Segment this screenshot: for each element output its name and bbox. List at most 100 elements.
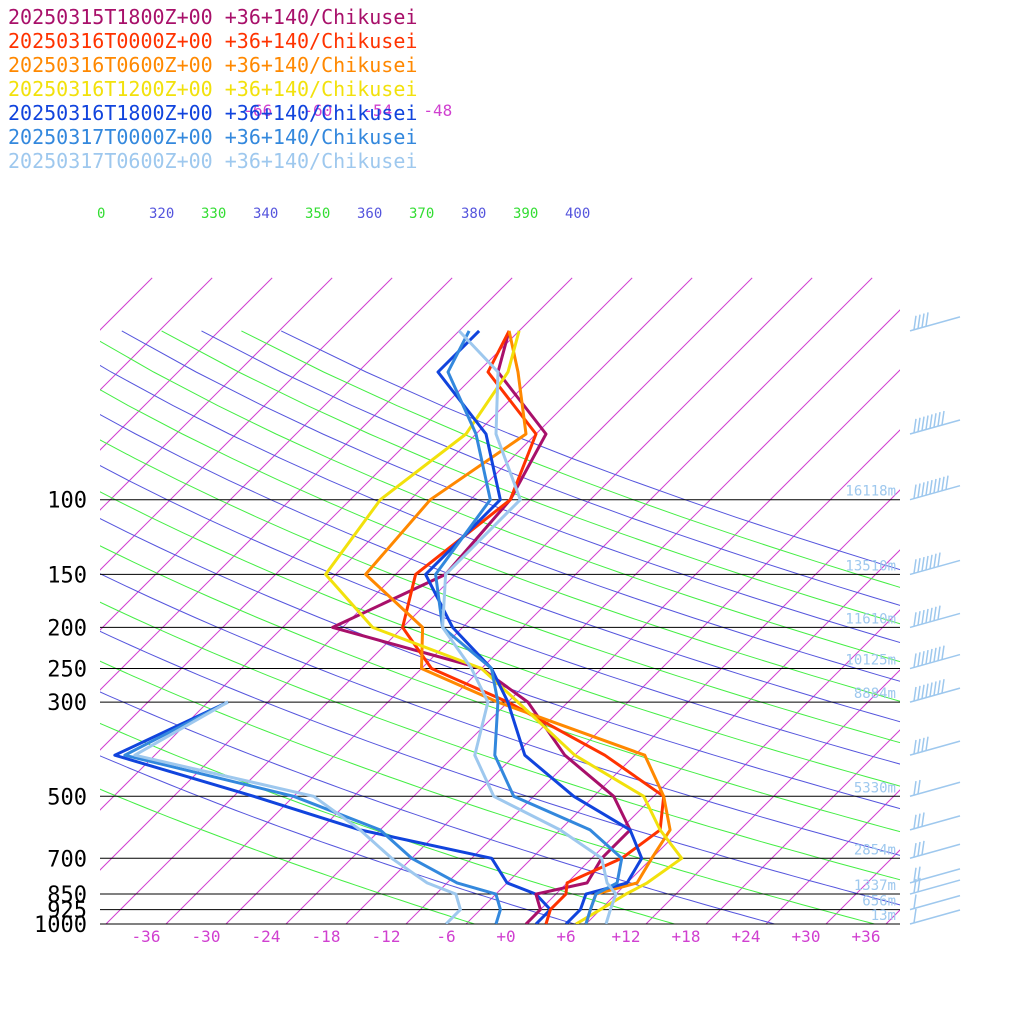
wind-barb-flag: [933, 478, 937, 494]
wind-barb-flag: [917, 779, 921, 795]
wind-barb-flag: [917, 483, 921, 498]
sounding-profiles: [113, 329, 684, 924]
height-label: 13510m: [845, 558, 896, 574]
isotherm-line: [345, 369, 900, 924]
wind-barb: [909, 779, 961, 797]
isotherm-line: [585, 609, 900, 924]
wind-barb-flag: [937, 477, 941, 492]
wind-barb-flag: [929, 554, 933, 569]
wind-barb-flag: [917, 685, 921, 701]
wind-barb-flag: [917, 738, 921, 754]
wind-barb-flag: [917, 558, 921, 573]
wind-barb: [909, 812, 961, 831]
wind-barb-flag: [941, 410, 945, 426]
height-label: 1337m: [854, 878, 896, 894]
isobar-grid: [100, 499, 900, 925]
wind-barb-flag: [933, 606, 937, 621]
wind-barb-flag: [913, 612, 917, 627]
isotherm-line: [825, 849, 900, 924]
temperature-tick-label: -24: [252, 927, 281, 946]
pressure-tick-label: 150: [47, 563, 87, 588]
temperature-tick-label: +0: [496, 927, 515, 946]
wind-barb-flag: [917, 611, 921, 626]
wind-barb-flag: [913, 315, 917, 330]
wind-barb-column: [909, 312, 961, 925]
wind-barb: [909, 877, 961, 895]
temperature-tick-label: -30: [192, 927, 221, 946]
height-label: 5330m: [854, 780, 896, 796]
pressure-tick-label: 200: [47, 616, 87, 641]
wind-barb-staff: [909, 909, 961, 925]
wind-barb-flag: [921, 737, 925, 752]
wind-barb-flag: [913, 686, 917, 702]
dry-adiabat-line: [100, 755, 575, 924]
theta-label: 370: [409, 206, 434, 222]
wind-barb-staff: [909, 879, 961, 895]
dewpoint-profile-line: [133, 700, 462, 924]
wind-barb-flag: [913, 739, 917, 755]
isotherm-line: [225, 277, 873, 924]
isotherm-line: [0, 278, 92, 924]
dewpoint-profile-line: [113, 700, 552, 924]
legend-entry: 20250316T0600Z+00 +36+140/Chikusei: [8, 53, 417, 77]
height-label: 11610m: [845, 611, 896, 627]
dry-adiabat-line: [100, 630, 900, 906]
wind-barb-flag: [921, 684, 925, 699]
legend-entry: 20250315T1800Z+00 +36+140/Chikusei: [8, 5, 417, 29]
legend-entry: 20250316T0000Z+00 +36+140/Chikusei: [8, 29, 417, 53]
wind-barb-staff: [909, 894, 961, 911]
wind-barb: [909, 908, 961, 925]
theta-label: 0: [97, 206, 105, 222]
wind-barb-flag: [929, 414, 933, 429]
isotherm-line: [946, 278, 1024, 924]
wind-barb-flag: [921, 812, 925, 827]
wind-barb: [909, 866, 961, 884]
height-label: 10125m: [845, 653, 896, 669]
theta-label: 320: [149, 206, 174, 222]
isotherm-line: [100, 277, 453, 631]
pressure-tick-label: 250: [47, 658, 87, 683]
temperature-profile-line: [434, 330, 624, 924]
dry-adiabat-line: [100, 660, 875, 924]
temperature-tick-label: -36: [132, 927, 161, 946]
wind-barb-flag: [917, 841, 921, 857]
wind-barb-flag: [921, 416, 925, 431]
upper-temperature-label: -48: [423, 101, 452, 120]
theta-label: 400: [565, 206, 590, 222]
wind-barb-flag: [917, 652, 921, 667]
wind-barb-flag: [913, 878, 917, 894]
wind-barb-flag: [937, 680, 941, 695]
temperature-tick-label: -18: [312, 927, 341, 946]
temperature-profile-line: [401, 330, 666, 924]
temperature-tick-label: +18: [672, 927, 701, 946]
dry-adiabat-line: [100, 691, 775, 924]
isotherm-line: [100, 277, 393, 571]
wind-barb: [909, 894, 961, 911]
wind-barb-flag: [933, 647, 937, 662]
wind-barb-flag: [937, 646, 941, 661]
legend-entry: 20250316T1200Z+00 +36+140/Chikusei: [8, 77, 417, 101]
wind-barb-flag: [925, 312, 929, 327]
isotherm-line: [1006, 278, 1024, 924]
isotherm-line: [465, 489, 900, 924]
wind-barb-flag: [937, 412, 941, 427]
wind-barb-staff: [909, 843, 961, 859]
wind-barb-staff: [909, 868, 961, 884]
wind-barb-flag: [933, 681, 937, 696]
wind-barb-flag: [913, 653, 917, 668]
legend-entry: 20250317T0000Z+00 +36+140/Chikusei: [8, 125, 417, 149]
wind-barb-flag: [933, 413, 937, 428]
wind-barb-staff: [909, 740, 961, 756]
isotherm-line: [100, 277, 333, 511]
height-label: 13m: [871, 908, 896, 924]
temperature-tick-label: +24: [732, 927, 761, 946]
wind-barb-flag: [913, 908, 917, 923]
isotherm-line: [705, 729, 900, 924]
height-label: 2854m: [854, 842, 896, 858]
theta-label: 360: [357, 206, 382, 222]
wind-barb-flag: [929, 682, 933, 697]
temperature-profile-line: [324, 330, 684, 924]
upper-temperature-label: -66: [243, 101, 272, 120]
